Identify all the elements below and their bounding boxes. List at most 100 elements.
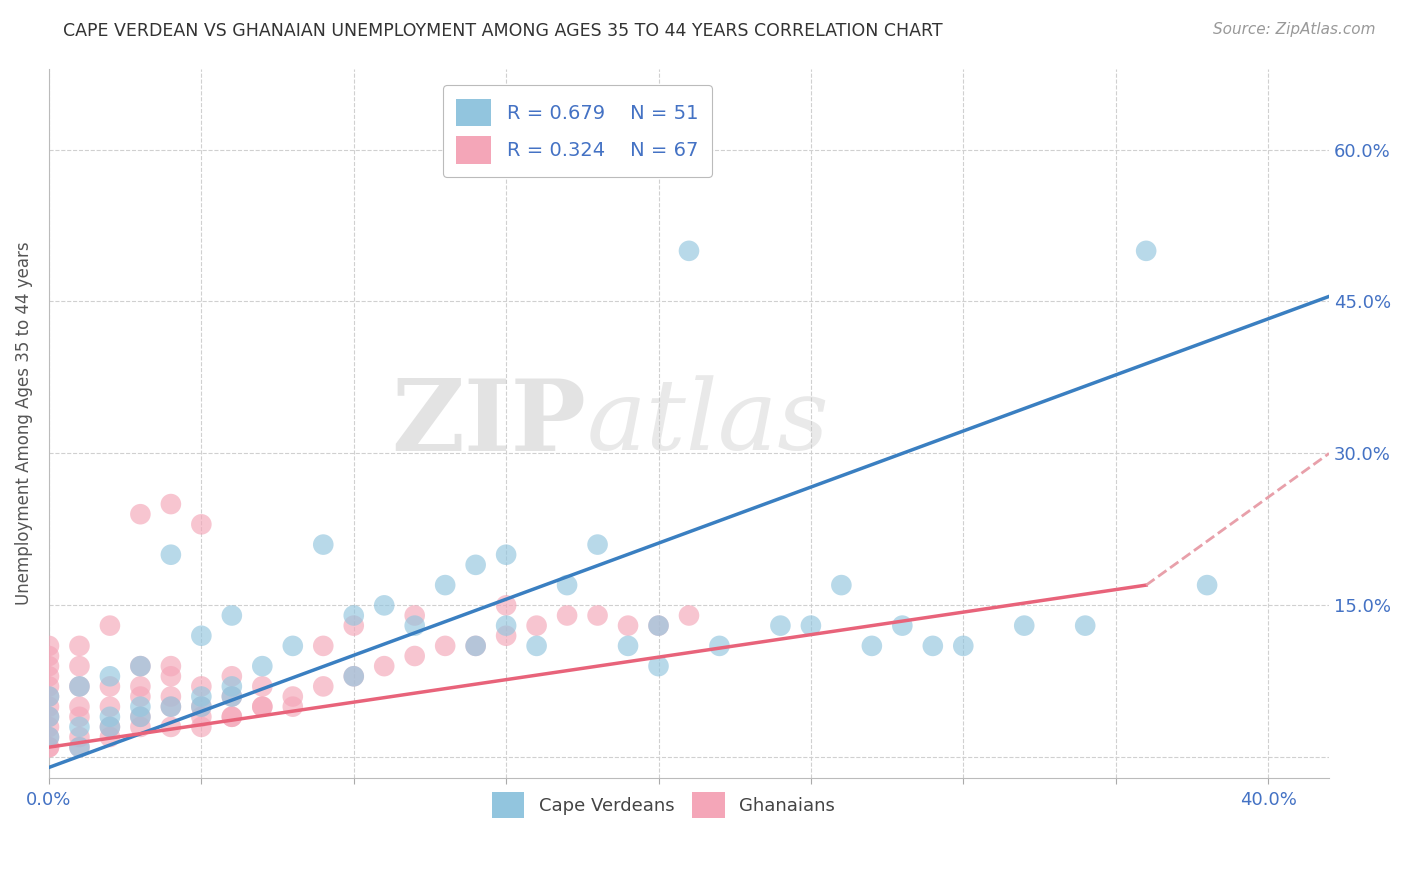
- Point: [343, 608, 366, 623]
- Point: [586, 608, 609, 623]
- Point: [38, 710, 60, 724]
- Point: [252, 699, 274, 714]
- Point: [160, 548, 183, 562]
- Point: [343, 618, 366, 632]
- Point: [526, 639, 548, 653]
- Point: [678, 608, 700, 623]
- Point: [160, 699, 183, 714]
- Point: [221, 690, 243, 704]
- Point: [129, 690, 152, 704]
- Point: [69, 740, 91, 755]
- Point: [404, 618, 426, 632]
- Point: [38, 669, 60, 683]
- Point: [98, 730, 121, 744]
- Point: [830, 578, 852, 592]
- Point: [221, 710, 243, 724]
- Point: [343, 669, 366, 683]
- Point: [190, 629, 212, 643]
- Point: [98, 618, 121, 632]
- Point: [555, 608, 578, 623]
- Point: [98, 720, 121, 734]
- Point: [464, 639, 486, 653]
- Point: [98, 669, 121, 683]
- Point: [160, 669, 183, 683]
- Point: [373, 659, 395, 673]
- Point: [129, 680, 152, 694]
- Point: [1197, 578, 1219, 592]
- Point: [404, 608, 426, 623]
- Point: [69, 740, 91, 755]
- Point: [38, 648, 60, 663]
- Point: [221, 710, 243, 724]
- Point: [281, 690, 304, 704]
- Point: [952, 639, 974, 653]
- Point: [69, 720, 91, 734]
- Point: [160, 720, 183, 734]
- Point: [129, 699, 152, 714]
- Point: [98, 680, 121, 694]
- Point: [617, 618, 640, 632]
- Point: [526, 618, 548, 632]
- Point: [252, 699, 274, 714]
- Point: [281, 639, 304, 653]
- Point: [495, 548, 517, 562]
- Point: [38, 639, 60, 653]
- Point: [98, 699, 121, 714]
- Point: [221, 669, 243, 683]
- Point: [129, 710, 152, 724]
- Point: [38, 730, 60, 744]
- Point: [252, 680, 274, 694]
- Point: [1135, 244, 1157, 258]
- Point: [69, 680, 91, 694]
- Text: ZIP: ZIP: [392, 375, 586, 472]
- Text: CAPE VERDEAN VS GHANAIAN UNEMPLOYMENT AMONG AGES 35 TO 44 YEARS CORRELATION CHAR: CAPE VERDEAN VS GHANAIAN UNEMPLOYMENT AM…: [63, 22, 943, 40]
- Point: [160, 699, 183, 714]
- Point: [434, 639, 457, 653]
- Point: [586, 538, 609, 552]
- Point: [38, 740, 60, 755]
- Point: [312, 680, 335, 694]
- Point: [312, 538, 335, 552]
- Point: [464, 639, 486, 653]
- Point: [769, 618, 792, 632]
- Point: [98, 710, 121, 724]
- Point: [38, 740, 60, 755]
- Point: [647, 618, 669, 632]
- Text: atlas: atlas: [586, 376, 830, 471]
- Point: [434, 578, 457, 592]
- Point: [221, 680, 243, 694]
- Point: [190, 699, 212, 714]
- Point: [678, 244, 700, 258]
- Point: [69, 680, 91, 694]
- Point: [160, 659, 183, 673]
- Point: [555, 578, 578, 592]
- Point: [38, 699, 60, 714]
- Point: [38, 720, 60, 734]
- Point: [69, 699, 91, 714]
- Point: [129, 659, 152, 673]
- Point: [252, 659, 274, 673]
- Text: Source: ZipAtlas.com: Source: ZipAtlas.com: [1212, 22, 1375, 37]
- Point: [647, 618, 669, 632]
- Point: [190, 517, 212, 532]
- Legend: Cape Verdeans, Ghanaians: Cape Verdeans, Ghanaians: [485, 785, 842, 825]
- Point: [69, 639, 91, 653]
- Point: [221, 690, 243, 704]
- Point: [1074, 618, 1097, 632]
- Point: [38, 730, 60, 744]
- Point: [129, 720, 152, 734]
- Point: [38, 680, 60, 694]
- Point: [160, 497, 183, 511]
- Point: [221, 608, 243, 623]
- Point: [160, 690, 183, 704]
- Point: [190, 699, 212, 714]
- Point: [190, 720, 212, 734]
- Point: [373, 599, 395, 613]
- Point: [343, 669, 366, 683]
- Point: [38, 659, 60, 673]
- Point: [38, 690, 60, 704]
- Point: [69, 659, 91, 673]
- Point: [190, 680, 212, 694]
- Point: [800, 618, 823, 632]
- Point: [404, 648, 426, 663]
